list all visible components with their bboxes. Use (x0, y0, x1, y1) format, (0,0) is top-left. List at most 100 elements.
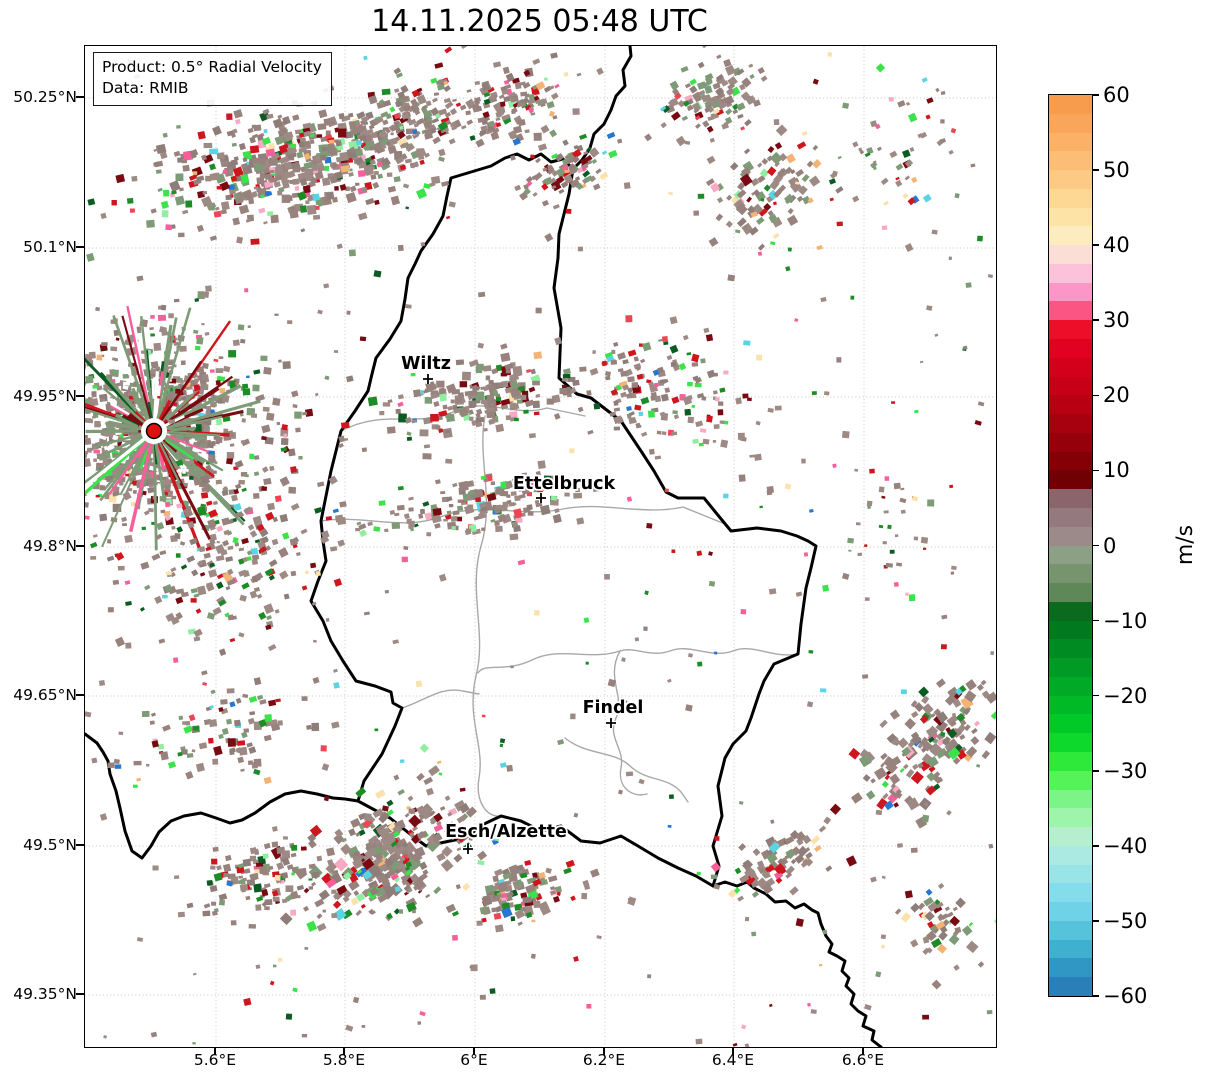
x-axis-tick-label: 6°E (460, 1051, 488, 1069)
colorbar-band (1049, 489, 1092, 509)
x-axis-tick (343, 1046, 345, 1055)
x-axis-tick (214, 1046, 216, 1055)
colorbar-band (1049, 301, 1092, 321)
colorbar-band (1049, 395, 1092, 415)
y-axis-tick-label: 50.25°N (13, 88, 77, 106)
colorbar-band (1049, 95, 1092, 115)
colorbar-band (1049, 339, 1092, 359)
colorbar-tick-label: 30 (1103, 308, 1130, 333)
y-axis-tick-label: 49.8°N (23, 537, 77, 555)
city-marker-icon (536, 493, 546, 503)
map-annotations: Wiltz Ettelbruck Findel Esch/Alzette (141, 352, 645, 854)
colorbar-band (1049, 282, 1092, 303)
colorbar-band (1049, 789, 1092, 809)
colorbar-tick-label: −20 (1103, 683, 1148, 708)
y-axis-tick (76, 694, 84, 696)
plot-title: 14.11.2025 05:48 UTC (371, 4, 708, 39)
colorbar-unit-label: m/s (1173, 524, 1198, 566)
data-source-line: Data: RMIB (102, 79, 189, 98)
colorbar-band (1049, 414, 1092, 434)
colorbar-tick (1092, 769, 1099, 772)
city-marker-icon (423, 374, 433, 384)
colorbar-tick (1092, 845, 1099, 847)
x-axis-tick-label: 5.6°E (193, 1051, 237, 1069)
colorbar-band (1049, 151, 1092, 171)
colorbar-tick (1092, 94, 1099, 96)
colorbar-tick (1092, 469, 1099, 472)
colorbar-band (1049, 245, 1092, 265)
colorbar-band (1049, 845, 1092, 866)
colorbar-band (1049, 207, 1092, 227)
colorbar-band (1049, 676, 1092, 697)
colorbar-band (1049, 601, 1092, 622)
y-axis-tick-label: 50.1°N (23, 238, 77, 256)
city-label: Findel (583, 698, 644, 718)
colorbar-band (1049, 226, 1092, 246)
y-axis-tick-label: 49.5°N (23, 836, 77, 854)
colorbar-tick (1092, 694, 1099, 697)
radar-site-dot (145, 422, 163, 440)
colorbar-band (1049, 113, 1092, 134)
x-axis-tick-label: 6.6°E (841, 1051, 885, 1069)
colorbar-band (1049, 376, 1092, 396)
y-axis-tick (76, 993, 84, 995)
colorbar-tick (1092, 169, 1099, 171)
colorbar-band (1049, 564, 1092, 584)
colorbar-band (1049, 808, 1092, 828)
plot-area: Wiltz Ettelbruck Findel Esch/Alzette Produc… (84, 45, 997, 1048)
colorbar-tick-label: 60 (1103, 83, 1130, 107)
colorbar-tick-label: 20 (1103, 383, 1130, 408)
colorbar-band (1049, 920, 1092, 941)
colorbar-tick-label: −60 (1103, 984, 1148, 1008)
colorbar-band (1049, 864, 1092, 884)
colorbar-band (1049, 357, 1092, 378)
x-axis-tick-label: 6.2°E (582, 1051, 626, 1069)
colorbar-band (1049, 620, 1092, 640)
colorbar-band (1049, 977, 1092, 996)
product-info-box: Product: 0.5° Radial Velocity Data: RMIB (93, 52, 332, 106)
x-axis-tick (473, 1046, 475, 1055)
colorbar-band (1049, 733, 1092, 753)
colorbar-band (1049, 132, 1092, 152)
city-label: Esch/Alzette (445, 822, 567, 842)
colorbar-tick (1092, 995, 1099, 997)
colorbar-tick-label: −10 (1103, 608, 1148, 633)
colorbar-band (1049, 526, 1092, 547)
colorbar-band (1049, 883, 1092, 903)
grid-lines (85, 46, 996, 1047)
x-axis-tick (732, 1046, 734, 1055)
colorbar-band (1049, 507, 1092, 528)
colorbar-tick (1092, 920, 1099, 922)
y-axis-tick (76, 545, 84, 547)
y-axis-tick (76, 246, 84, 248)
city-label: Wiltz (401, 354, 451, 374)
colorbar-band (1049, 263, 1092, 284)
y-axis-tick (76, 96, 84, 98)
colorbar-band (1049, 583, 1092, 603)
colorbar-tick-label: 0 (1103, 533, 1117, 558)
city-label: Ettelbruck (513, 474, 616, 494)
y-axis-tick-label: 49.95°N (13, 387, 77, 405)
colorbar-tick (1092, 319, 1099, 322)
colorbar-tick-label: −30 (1103, 758, 1148, 783)
colorbar-tick-label: 10 (1103, 458, 1130, 483)
colorbar-band (1049, 827, 1092, 847)
y-axis-tick (76, 395, 84, 397)
city-marker-icon (606, 718, 616, 728)
radar-echoes (85, 46, 996, 1047)
colorbar-band (1049, 714, 1092, 734)
colorbar-band (1049, 170, 1092, 190)
x-axis-tick-label: 6.4°E (711, 1051, 755, 1069)
colorbar-tick (1092, 244, 1099, 246)
colorbar-band (1049, 902, 1092, 922)
x-axis-tick-label: 5.8°E (322, 1051, 366, 1069)
y-axis-tick (76, 844, 84, 846)
colorbar-band (1049, 470, 1092, 490)
product-line: Product: 0.5° Radial Velocity (102, 58, 322, 76)
radar-map-canvas: Wiltz Ettelbruck Findel Esch/Alzette (85, 46, 996, 1047)
colorbar-tick (1092, 619, 1099, 622)
colorbar-tick (1092, 394, 1099, 397)
colorbar-band (1049, 320, 1092, 340)
x-axis-tick (603, 1046, 605, 1055)
colorbar-tick-label: −50 (1103, 908, 1148, 933)
